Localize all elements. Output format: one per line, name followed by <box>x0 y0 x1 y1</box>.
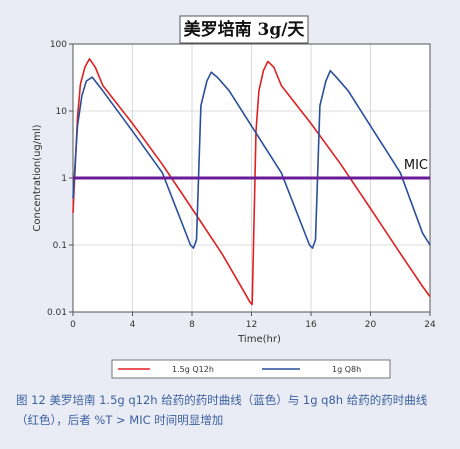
pk-chart: 0 4 8 12 16 20 24 0.01 0.1 1 10 100 Time(hr) Concentr… <box>32 15 436 379</box>
x-tick-label: 12 <box>246 320 257 330</box>
y-tick-label: 100 <box>50 40 67 50</box>
y-tick-label: 10 <box>56 107 68 117</box>
y-tick-label: 0.1 <box>53 241 67 251</box>
x-tick-label: 20 <box>365 320 377 330</box>
x-axis-label: Time(hr) <box>237 334 281 345</box>
mic-reference: MIC <box>73 158 430 180</box>
x-tick-label: 0 <box>70 320 76 330</box>
y-axis-label: Concentration(ug/ml) <box>32 124 43 231</box>
x-tick-label: 8 <box>189 320 195 330</box>
chart-title: 美罗培南 3g/天 <box>184 19 306 40</box>
series-lines <box>72 58 431 306</box>
figure-caption: 图 12 美罗培南 1.5g q12h 给药的药时曲线（蓝色）与 1g q8h … <box>16 393 428 427</box>
x-tick-label: 16 <box>305 320 317 330</box>
legend-box <box>111 359 391 379</box>
y-tick-label: 0.01 <box>47 308 67 318</box>
title-box <box>179 15 309 44</box>
chart-title-box: 美罗培南 3g/天 <box>179 15 309 44</box>
x-tick-label: 4 <box>130 320 136 330</box>
legend: 1.5g Q12h 1g Q8h <box>111 359 391 379</box>
legend-label-q12h: 1.5g Q12h <box>172 365 214 374</box>
series-line-q8h <box>72 69 431 249</box>
mic-label: MIC <box>404 158 428 173</box>
tick-labels: 0 4 8 12 16 20 24 0.01 0.1 1 10 100 Time(hr) Concentr… <box>32 40 436 345</box>
series-line-q12h <box>72 58 431 306</box>
legend-label-q8h: 1g Q8h <box>332 365 361 374</box>
y-tick-label: 1 <box>61 174 67 184</box>
x-tick-label: 24 <box>424 320 436 330</box>
